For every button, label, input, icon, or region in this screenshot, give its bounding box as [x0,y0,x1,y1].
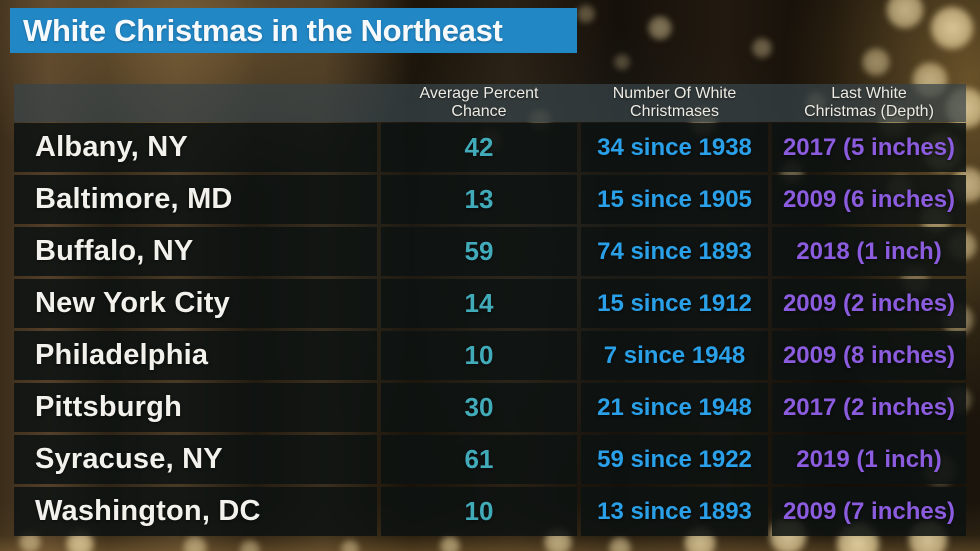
header-average-percent-chance: Average Percent Chance [419,84,539,121]
percent-chance-cell: 10 [381,487,577,536]
white-christmas-count-cell: 7 since 1948 [581,331,768,380]
city-cell: Albany, NY [14,123,377,172]
bokeh-light [647,15,673,41]
last-white-christmas-cell: 2009 (8 inches) [772,331,966,380]
last-white-christmas-cell: 2017 (2 inches) [772,383,966,432]
city-cell: New York City [14,279,377,328]
table-row-buffalo: Buffalo, NY 59 74 since 1893 2018 (1 inc… [14,227,966,276]
bokeh-light [861,47,891,77]
white-christmas-count-cell: 59 since 1922 [581,435,768,484]
white-christmas-count-cell: 15 since 1905 [581,175,768,224]
bokeh-light [751,37,773,59]
last-white-christmas-cell: 2019 (1 inch) [772,435,966,484]
bokeh-light [885,0,925,30]
title-banner: White Christmas in the Northeast [10,8,577,53]
city-cell: Washington, DC [14,487,377,536]
table-row-syracuse: Syracuse, NY 61 59 since 1922 2019 (1 in… [14,435,966,484]
last-white-christmas-cell: 2017 (5 inches) [772,123,966,172]
percent-chance-cell: 13 [381,175,577,224]
header-number-of-white-christmases: Number Of White Christmases [612,84,737,121]
table-row-baltimore: Baltimore, MD 13 15 since 1905 2009 (6 i… [14,175,966,224]
bokeh-light [182,535,208,551]
bokeh-light [608,536,632,551]
last-white-christmas-cell: 2009 (6 inches) [772,175,966,224]
header-city-spacer [14,84,377,122]
city-cell: Baltimore, MD [14,175,377,224]
last-white-christmas-cell: 2018 (1 inch) [772,227,966,276]
table-row-albany: Albany, NY 42 34 since 1938 2017 (5 inch… [14,123,966,172]
table-header-row: Average Percent Chance Number Of White C… [14,84,966,122]
city-cell: Syracuse, NY [14,435,377,484]
white-christmas-count-cell: 74 since 1893 [581,227,768,276]
percent-chance-cell: 59 [381,227,577,276]
percent-chance-cell: 61 [381,435,577,484]
bokeh-light [439,535,461,551]
white-christmas-count-cell: 21 since 1948 [581,383,768,432]
page-title: White Christmas in the Northeast [23,12,503,48]
table-row-new-york-city: New York City 14 15 since 1912 2009 (2 i… [14,279,966,328]
bokeh-light [239,539,261,551]
last-white-christmas-cell: 2009 (7 inches) [772,487,966,536]
data-table: Albany, NY 42 34 since 1938 2017 (5 inch… [14,123,966,536]
city-cell: Philadelphia [14,331,377,380]
city-cell: Pittsburgh [14,383,377,432]
percent-chance-cell: 10 [381,331,577,380]
last-white-christmas-cell: 2009 (2 inches) [772,279,966,328]
bokeh-light [929,5,975,51]
header-last-white-christmas: Last White Christmas (Depth) [804,84,934,121]
percent-chance-cell: 42 [381,123,577,172]
table-row-pittsburgh: Pittsburgh 30 21 since 1948 2017 (2 inch… [14,383,966,432]
white-christmas-count-cell: 34 since 1938 [581,123,768,172]
bokeh-light [340,539,360,551]
table-row-philadelphia: Philadelphia 10 7 since 1948 2009 (8 inc… [14,331,966,380]
percent-chance-cell: 30 [381,383,577,432]
table-row-washington: Washington, DC 10 13 since 1893 2009 (7 … [14,487,966,536]
percent-chance-cell: 14 [381,279,577,328]
bokeh-light [576,4,596,24]
city-cell: Buffalo, NY [14,227,377,276]
white-christmas-count-cell: 13 since 1893 [581,487,768,536]
bokeh-light [613,53,631,71]
white-christmas-count-cell: 15 since 1912 [581,279,768,328]
